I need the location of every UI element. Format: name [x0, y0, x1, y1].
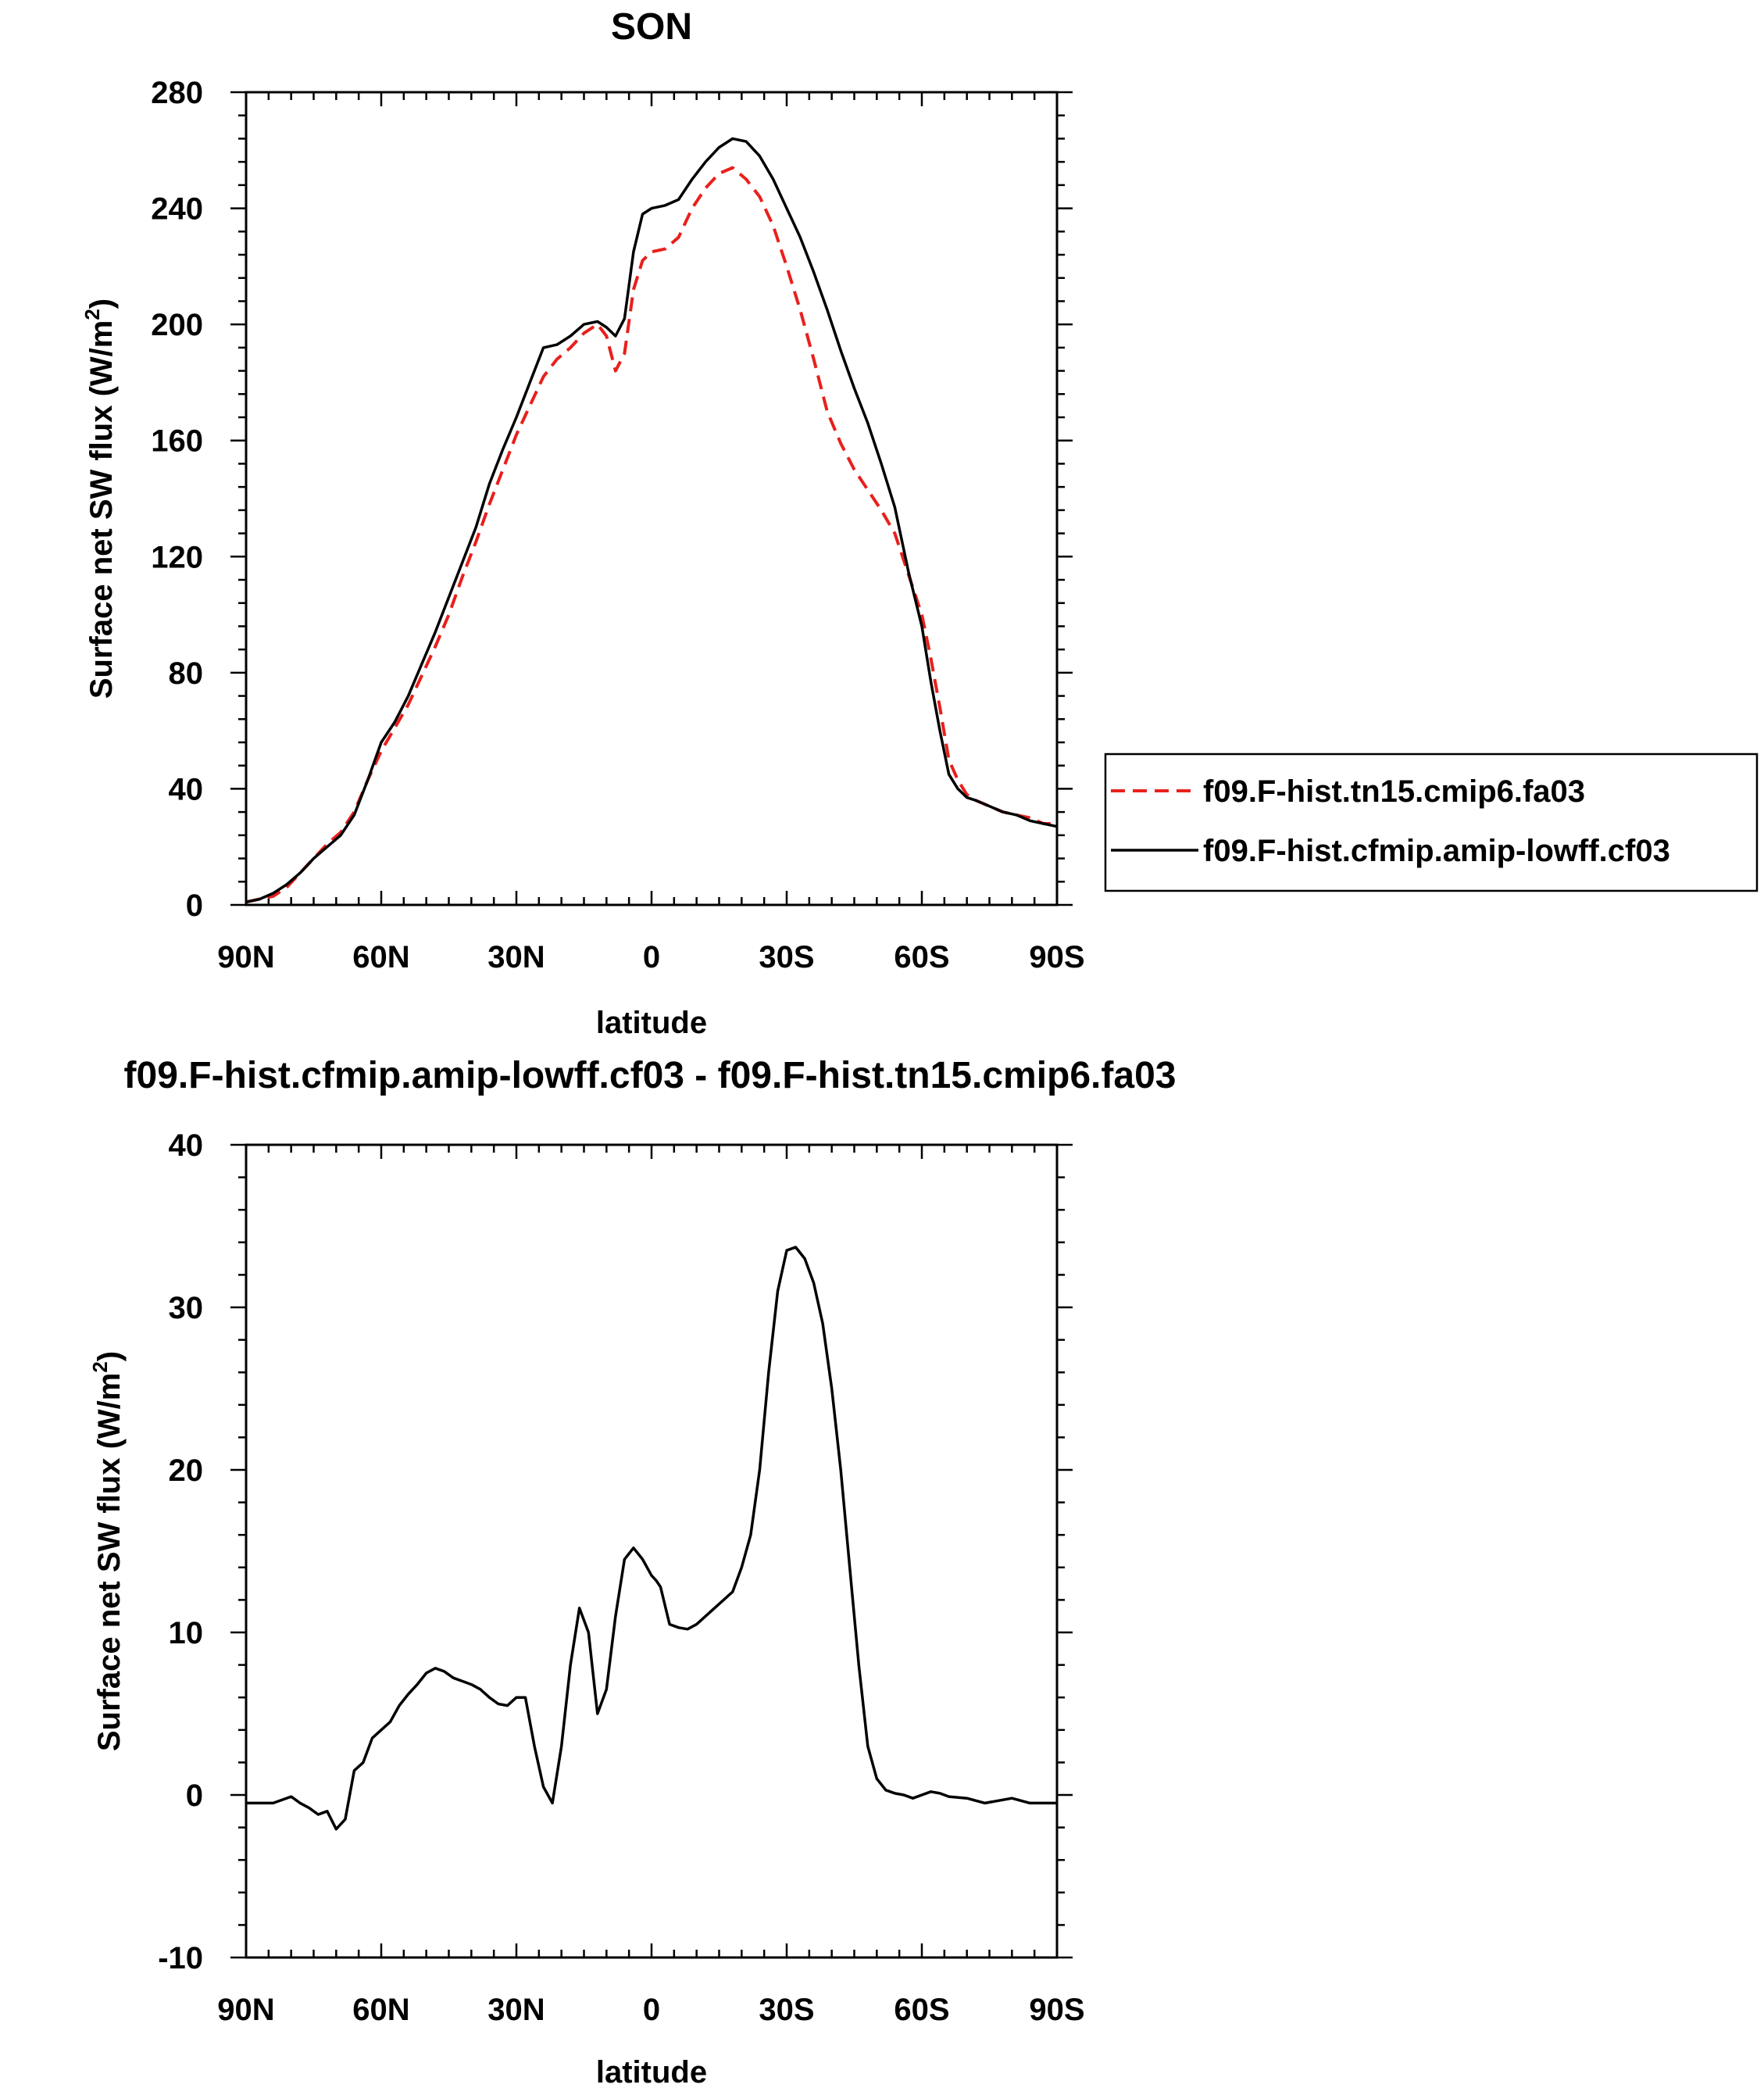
top-ytick-label: 40	[169, 772, 204, 806]
bottom-panel-title: f09.F-hist.cfmip.amip-lowff.cf03 - f09.F…	[124, 1055, 1177, 1096]
legend: f09.F-hist.tn15.cmip6.fa03 f09.F-hist.cf…	[1104, 753, 1759, 892]
legend-label-cf03: f09.F-hist.cfmip.amip-lowff.cf03	[1203, 834, 1670, 868]
bottom-xtick-label: 0	[643, 1993, 660, 2027]
bottom-ytick-label: -10	[158, 1941, 203, 1975]
top-x-axis-label: latitude	[596, 1006, 707, 1040]
bottom-x-axis-label: latitude	[596, 2055, 707, 2088]
top-ytick-label: 160	[151, 424, 203, 459]
legend-box	[1104, 753, 1759, 892]
top-series-line-0	[245, 166, 1057, 904]
bottom-ytick-label: 20	[169, 1453, 204, 1488]
bottom-panel: f09.F-hist.cfmip.amip-lowff.cf03 - f09.F…	[88, 1055, 1176, 2088]
bottom-series-group	[246, 1246, 1057, 1831]
top-xtick-label: 60N	[352, 940, 409, 974]
top-ytick-label: 280	[151, 76, 203, 110]
legend-label-fa03: f09.F-hist.tn15.cmip6.fa03	[1203, 774, 1585, 809]
top-series-line-1	[245, 137, 1058, 904]
bottom-xtick-label: 60N	[352, 1993, 409, 2027]
bottom-xtick-label: 60S	[894, 1993, 949, 2027]
bottom-xtick-label: 90N	[217, 1993, 274, 2027]
bottom-ytick-label: 10	[169, 1616, 204, 1650]
bottom-series-line-0	[246, 1246, 1057, 1831]
top-panel: SON 90N 60N 30N 0 30S 60S 90S 0 40 80 120 160 200 240…	[80, 6, 1085, 1040]
top-xtick-label: 0	[643, 940, 660, 974]
bottom-xtick-label: 90S	[1029, 1993, 1084, 2027]
bottom-axis-ticks: 90N 60N 30N 0 30S 60S 90S -10 0 10 20 30 40	[158, 1128, 1084, 2027]
bottom-plot-frame	[245, 1143, 1059, 1959]
top-ytick-label: 0	[186, 888, 203, 923]
top-panel-title: SON	[611, 6, 692, 48]
top-xtick-label: 30N	[487, 940, 545, 974]
top-y-axis-label: Surface net SW flux (W/m2)	[80, 299, 119, 699]
top-xtick-label: 30S	[759, 940, 814, 974]
bottom-y-axis-label: Surface net SW flux (W/m2)	[88, 1351, 127, 1751]
bottom-ytick-label: 40	[169, 1128, 204, 1163]
bottom-ytick-label: 30	[169, 1291, 204, 1325]
top-series-group	[245, 137, 1058, 904]
top-plot-frame	[245, 91, 1059, 906]
bottom-xtick-label: 30N	[487, 1993, 545, 2027]
top-ytick-label: 240	[151, 192, 203, 227]
top-xtick-label: 60S	[894, 940, 949, 974]
top-axis-ticks: 90N 60N 30N 0 30S 60S 90S 0 40 80 120 160 200 240 280	[151, 76, 1084, 974]
bottom-ytick-label: 0	[186, 1779, 203, 1813]
top-xtick-label: 90S	[1029, 940, 1084, 974]
top-xtick-label: 90N	[217, 940, 274, 974]
top-ytick-label: 200	[151, 308, 203, 342]
top-ytick-label: 120	[151, 540, 203, 574]
top-ytick-label: 80	[169, 656, 204, 691]
bottom-xtick-label: 30S	[759, 1993, 814, 2027]
